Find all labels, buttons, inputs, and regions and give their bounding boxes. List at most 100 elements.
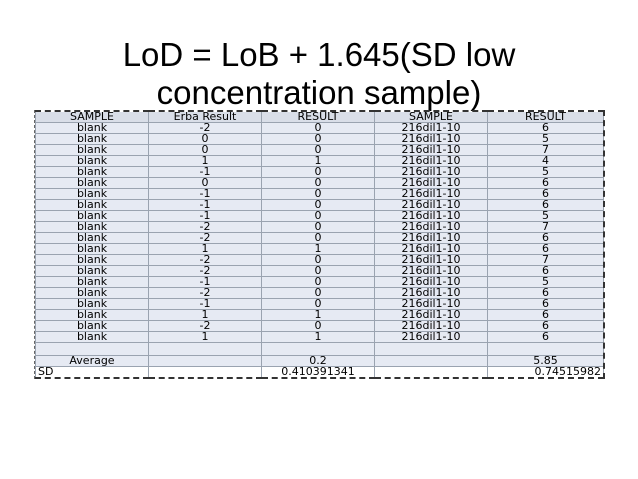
cell-result: 0 (261, 144, 375, 156)
cell-result-2: 6 (487, 122, 604, 134)
cell-result: 0 (261, 166, 375, 178)
table-row: blank -2 0 216dil1-10 7 (35, 221, 604, 233)
table-row: blank -2 0 216dil1-10 6 (35, 287, 604, 299)
cell-sample-2: 216dil1-10 (374, 265, 488, 277)
spreadsheet-table: SAMPLE Erba Result RESULT SAMPLE RESULT … (34, 110, 605, 379)
cell-sample-2: 216dil1-10 (374, 254, 488, 266)
cell-result: 1 (261, 331, 375, 343)
table-row: blank -2 0 216dil1-10 7 (35, 254, 604, 266)
cell-erba-result: 1 (148, 155, 262, 167)
cell-result-2: 6 (487, 309, 604, 321)
cell-sample-2: 216dil1-10 (374, 199, 488, 211)
table-row: blank 1 1 216dil1-10 6 (35, 331, 604, 343)
cell-result: 0 (261, 232, 375, 244)
cell-sample-2: 216dil1-10 (374, 276, 488, 288)
cell-sample-2: 216dil1-10 (374, 331, 488, 343)
cell-sample-2: 216dil1-10 (374, 177, 488, 189)
header-row: SAMPLE Erba Result RESULT SAMPLE RESULT (35, 110, 604, 123)
cell-sample: blank (35, 243, 149, 255)
cell-result-2: 6 (487, 298, 604, 310)
cell-sample: blank (35, 177, 149, 189)
table-row: blank -1 0 216dil1-10 5 (35, 276, 604, 288)
cell-sample: blank (35, 188, 149, 200)
average-result-1: 0.2 (261, 355, 375, 367)
cell-sample-2: 216dil1-10 (374, 210, 488, 222)
cell-result-2: 6 (487, 265, 604, 277)
cell-sample-2: 216dil1-10 (374, 155, 488, 167)
cell-result: 1 (261, 309, 375, 321)
cell-result-2: 5 (487, 133, 604, 145)
cell-sample: blank (35, 133, 149, 145)
cell-result-2: 6 (487, 331, 604, 343)
cell-sample-2: 216dil1-10 (374, 144, 488, 156)
cell-result: 0 (261, 298, 375, 310)
table-row: blank -1 0 216dil1-10 5 (35, 210, 604, 222)
cell-erba-result: -2 (148, 320, 262, 332)
data-table: SAMPLE Erba Result RESULT SAMPLE RESULT … (35, 110, 604, 379)
cell-erba-result: -1 (148, 210, 262, 222)
cell-result: 0 (261, 210, 375, 222)
sd-label: SD (35, 366, 149, 379)
cell-sample: blank (35, 254, 149, 266)
cell-result-2: 6 (487, 320, 604, 332)
cell-result: 1 (261, 155, 375, 167)
cell-result: 0 (261, 221, 375, 233)
cell-erba-result: -2 (148, 287, 262, 299)
sd-row: SD 0.410391341 0.74515982 (35, 366, 604, 379)
cell-erba-result: 1 (148, 243, 262, 255)
cell-erba-result: -2 (148, 122, 262, 134)
cell-sample-2: 216dil1-10 (374, 166, 488, 178)
cell-erba-result: -2 (148, 254, 262, 266)
cell-result: 0 (261, 188, 375, 200)
table-row: blank -1 0 216dil1-10 5 (35, 166, 604, 178)
cell-result: 0 (261, 320, 375, 332)
cell-sample-2: 216dil1-10 (374, 243, 488, 255)
cell-sample-2: 216dil1-10 (374, 287, 488, 299)
cell-sample-2: 216dil1-10 (374, 309, 488, 321)
cell-erba-result: 0 (148, 144, 262, 156)
cell-result-2: 6 (487, 243, 604, 255)
cell-erba-result: 1 (148, 331, 262, 343)
average-label: Average (35, 355, 149, 367)
cell-sample-2: 216dil1-10 (374, 133, 488, 145)
cell-erba-result: -2 (148, 221, 262, 233)
cell-result-2: 6 (487, 287, 604, 299)
table-row: blank -1 0 216dil1-10 6 (35, 188, 604, 200)
cell-result: 0 (261, 276, 375, 288)
selection-border (603, 110, 605, 379)
slide-title: LoD = LoB + 1.645(SD low concentration s… (0, 36, 638, 112)
cell-result-2: 7 (487, 144, 604, 156)
table-row: blank 1 1 216dil1-10 6 (35, 309, 604, 321)
cell-result: 0 (261, 177, 375, 189)
average-row: Average 0.2 5.85 (35, 355, 604, 367)
cell-erba-result: -1 (148, 188, 262, 200)
table-row: blank 0 0 216dil1-10 6 (35, 177, 604, 189)
average-result-2: 5.85 (487, 355, 604, 367)
cell-result: 0 (261, 199, 375, 211)
table-row: blank -2 0 216dil1-10 6 (35, 232, 604, 244)
cell-sample: blank (35, 265, 149, 277)
cell-erba-result: -1 (148, 298, 262, 310)
header-sample-2: SAMPLE (374, 110, 488, 123)
cell-result: 0 (261, 133, 375, 145)
cell-erba-result: -1 (148, 276, 262, 288)
slide-title-line-1: LoD = LoB + 1.645(SD low (122, 36, 516, 73)
cell-result-2: 7 (487, 254, 604, 266)
table-row: blank 1 1 216dil1-10 4 (35, 155, 604, 167)
cell-result: 0 (261, 287, 375, 299)
sd-result-1: 0.410391341 (261, 366, 375, 379)
cell-sample: blank (35, 320, 149, 332)
cell-erba-result: -2 (148, 232, 262, 244)
cell-result: 0 (261, 265, 375, 277)
cell-erba-result: -1 (148, 199, 262, 211)
table-row: blank -2 0 216dil1-10 6 (35, 122, 604, 134)
selection-border-left (34, 110, 35, 379)
cell-sample: blank (35, 210, 149, 222)
cell-sample: blank (35, 144, 149, 156)
cell-result: 0 (261, 254, 375, 266)
table-row: blank -1 0 216dil1-10 6 (35, 199, 604, 211)
cell-sample: blank (35, 199, 149, 211)
spacer-row (35, 342, 604, 356)
table-row: blank -2 0 216dil1-10 6 (35, 265, 604, 277)
cell-sample: blank (35, 331, 149, 343)
